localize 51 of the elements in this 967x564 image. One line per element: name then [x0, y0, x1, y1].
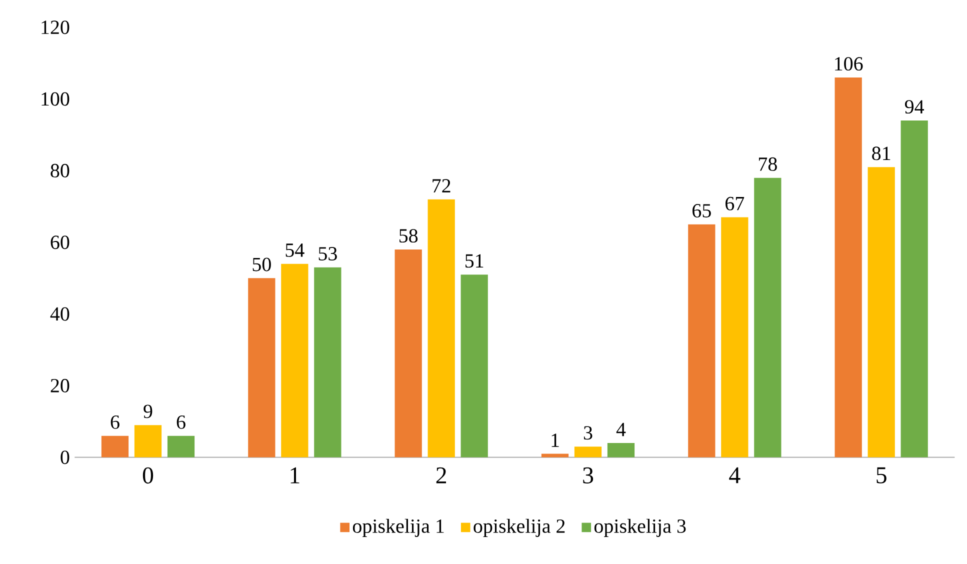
bar: [167, 436, 195, 458]
data-label: 1: [552, 434, 559, 447]
y-tick-label: 100: [42, 92, 70, 106]
y-tick-label: 40: [50, 307, 70, 321]
data-label: 3: [584, 426, 592, 440]
x-tick-label: 3: [583, 467, 594, 484]
data-label: 81: [872, 146, 890, 160]
y-tick-label: 60: [50, 236, 70, 250]
data-label: 106: [835, 57, 863, 71]
x-tick-label: 5: [876, 467, 886, 484]
bar: [607, 443, 635, 458]
data-label: 58: [400, 229, 418, 243]
legend-label: opiskelija 2: [474, 518, 565, 537]
bar: [248, 278, 276, 458]
y-tick-label: 80: [50, 164, 70, 178]
bar: [394, 250, 422, 458]
data-label: 65: [692, 204, 711, 218]
data-label: 6: [110, 415, 120, 429]
legend-label: opiskelija 3: [594, 518, 686, 537]
data-label: 6: [176, 415, 186, 429]
data-label: 54: [286, 244, 304, 257]
bar: [574, 446, 602, 458]
data-label: 53: [318, 247, 337, 260]
bar: [134, 425, 162, 458]
y-tick-label: 20: [50, 378, 70, 392]
data-label: 67: [726, 196, 744, 210]
bar: [101, 436, 129, 458]
bar: [688, 224, 716, 458]
bar: [834, 78, 862, 458]
data-label: 4: [616, 422, 626, 436]
bar: [281, 264, 308, 458]
bar: [900, 120, 928, 458]
bar: [314, 267, 342, 458]
x-tick-label: 2: [436, 467, 446, 484]
data-label: 9: [144, 404, 152, 418]
x-tick-label: 4: [729, 467, 740, 484]
data-label: 78: [758, 157, 777, 171]
bar: [460, 274, 488, 458]
data-label: 50: [252, 258, 271, 272]
data-label: 51: [466, 254, 484, 268]
legend-label: opiskelija 1: [352, 518, 444, 537]
x-tick-label: 1: [290, 467, 300, 484]
bar: [868, 167, 895, 458]
data-label: 94: [904, 100, 924, 114]
bar: [721, 217, 748, 458]
data-label: 72: [432, 179, 450, 192]
y-tick-label: 120: [42, 20, 70, 34]
x-tick-label: 0: [142, 467, 154, 484]
y-tick-label: 0: [60, 450, 70, 464]
bar: [428, 199, 455, 458]
bar: [754, 178, 782, 458]
